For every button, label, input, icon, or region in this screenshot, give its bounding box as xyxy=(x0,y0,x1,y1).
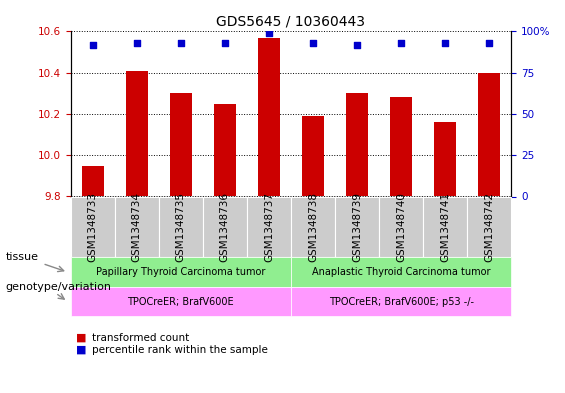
Bar xyxy=(258,38,280,197)
Point xyxy=(441,40,450,46)
Text: tissue: tissue xyxy=(6,252,38,263)
Point xyxy=(132,40,141,46)
Point xyxy=(220,40,229,46)
Text: GSM1348739: GSM1348739 xyxy=(352,192,362,262)
Text: TPOCreER; BrafV600E; p53 -/-: TPOCreER; BrafV600E; p53 -/- xyxy=(329,297,473,307)
Point xyxy=(353,42,362,48)
Text: GSM1348741: GSM1348741 xyxy=(440,192,450,262)
Point xyxy=(397,40,406,46)
Bar xyxy=(346,93,368,196)
Bar xyxy=(214,104,236,196)
Text: Anaplastic Thyroid Carcinoma tumor: Anaplastic Thyroid Carcinoma tumor xyxy=(312,267,490,277)
Bar xyxy=(434,122,456,196)
Text: GSM1348737: GSM1348737 xyxy=(264,192,274,262)
Title: GDS5645 / 10360443: GDS5645 / 10360443 xyxy=(216,15,366,29)
Bar xyxy=(478,73,500,196)
Text: ■: ■ xyxy=(76,345,87,355)
Text: GSM1348735: GSM1348735 xyxy=(176,192,186,262)
Bar xyxy=(390,97,412,196)
Text: GSM1348742: GSM1348742 xyxy=(484,192,494,262)
Bar xyxy=(81,165,104,196)
Point xyxy=(88,42,97,48)
Text: GSM1348738: GSM1348738 xyxy=(308,192,318,262)
Point xyxy=(176,40,185,46)
Text: transformed count: transformed count xyxy=(92,333,189,343)
Text: GSM1348736: GSM1348736 xyxy=(220,192,230,262)
Text: ■: ■ xyxy=(76,333,87,343)
Point xyxy=(485,40,494,46)
Text: GSM1348740: GSM1348740 xyxy=(396,192,406,262)
Text: TPOCreER; BrafV600E: TPOCreER; BrafV600E xyxy=(128,297,234,307)
Bar xyxy=(125,71,148,196)
Text: percentile rank within the sample: percentile rank within the sample xyxy=(92,345,268,355)
Text: GSM1348734: GSM1348734 xyxy=(132,192,142,262)
Text: genotype/variation: genotype/variation xyxy=(6,282,112,292)
Text: GSM1348733: GSM1348733 xyxy=(88,192,98,262)
Point xyxy=(264,30,273,36)
Point xyxy=(308,40,318,46)
Bar xyxy=(302,116,324,196)
Bar xyxy=(170,93,192,196)
Text: Papillary Thyroid Carcinoma tumor: Papillary Thyroid Carcinoma tumor xyxy=(96,267,266,277)
